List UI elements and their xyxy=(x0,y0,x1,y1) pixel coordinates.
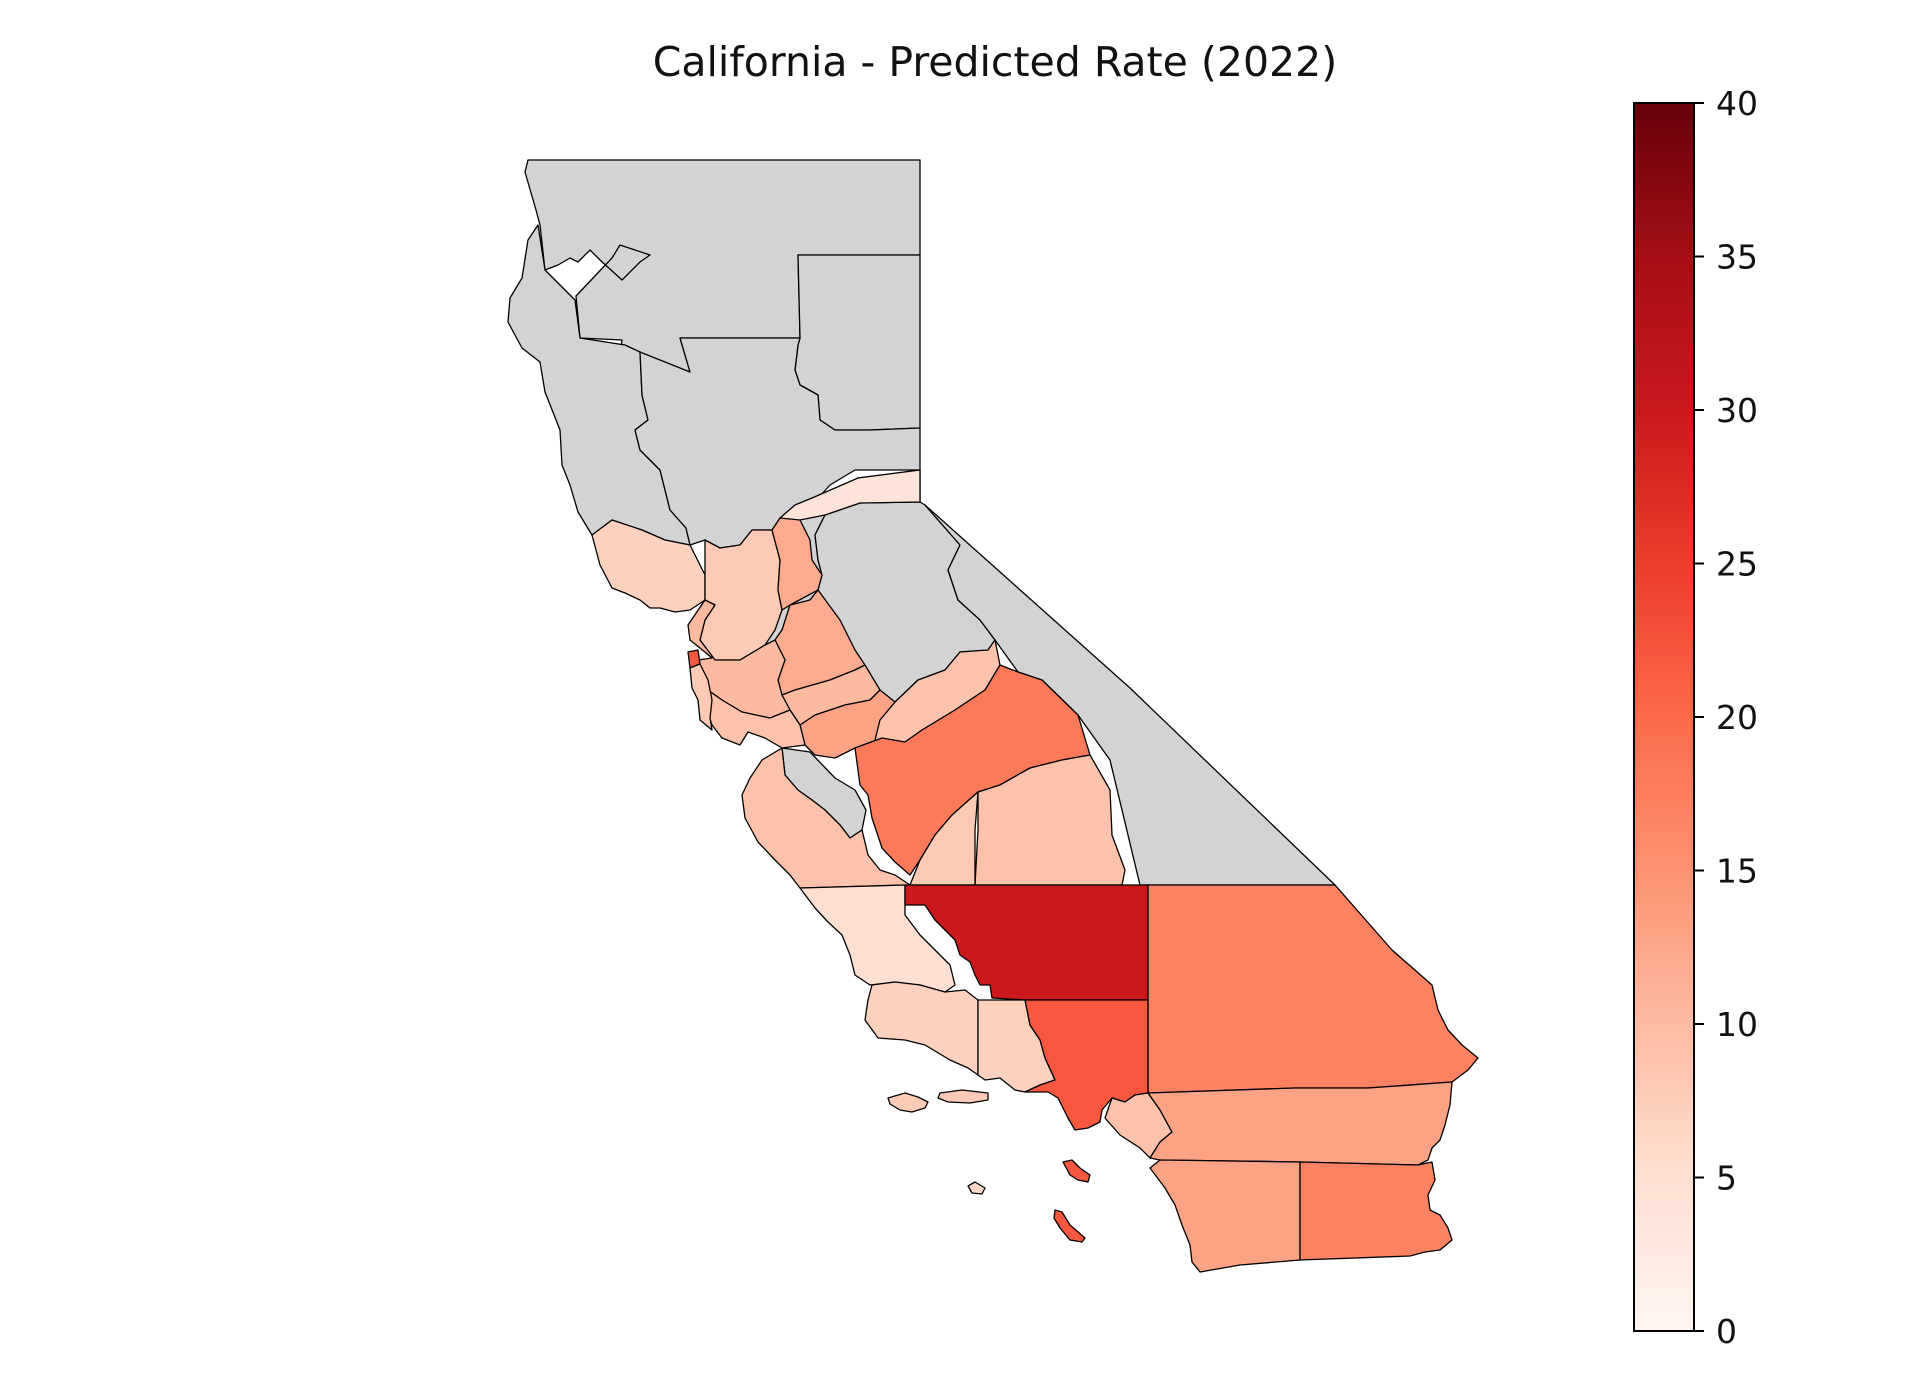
county-imperial xyxy=(1299,1161,1453,1261)
island-santa-cruz xyxy=(937,1089,989,1104)
county-kings xyxy=(909,791,979,886)
colorbar-tick-label: 20 xyxy=(1716,698,1758,737)
colorbar-tick-label: 30 xyxy=(1716,391,1758,430)
county-san-luis-obispo xyxy=(741,747,911,889)
island-san-nicolas xyxy=(967,1181,986,1195)
county-riverside xyxy=(1147,1081,1453,1166)
colorbar-tick-label: 15 xyxy=(1716,852,1758,891)
county-sacramento xyxy=(771,517,823,611)
colorbar-tick-label: 35 xyxy=(1716,238,1758,277)
colorbar-tick-label: 10 xyxy=(1716,1005,1758,1044)
colorbar-tick-label: 0 xyxy=(1716,1312,1737,1351)
colorbar-tick-label: 40 xyxy=(1716,84,1758,123)
island-santa-rosa xyxy=(887,1092,929,1113)
colorbar-gradient xyxy=(1633,102,1695,1332)
colorbar-tick-label: 5 xyxy=(1716,1159,1737,1198)
island-san-clemente xyxy=(1053,1209,1086,1243)
california-counties xyxy=(507,159,1479,1273)
county-ventura xyxy=(864,981,979,1076)
map-title: California - Predicted Rate (2022) xyxy=(652,38,1338,86)
colorbar-tick-label: 25 xyxy=(1716,545,1758,584)
colorbar-ticks: 0 5 10 15 20 25 30 35 40 xyxy=(1694,84,1758,1351)
county-san-diego xyxy=(1149,1159,1301,1273)
county-san-bernardino xyxy=(1147,884,1479,1094)
county-san-mateo xyxy=(689,663,713,731)
colorbar: 0 5 10 15 20 25 30 35 40 xyxy=(1633,84,1758,1351)
county-sonoma-marin xyxy=(591,519,706,613)
island-santa-catalina xyxy=(1062,1159,1091,1183)
